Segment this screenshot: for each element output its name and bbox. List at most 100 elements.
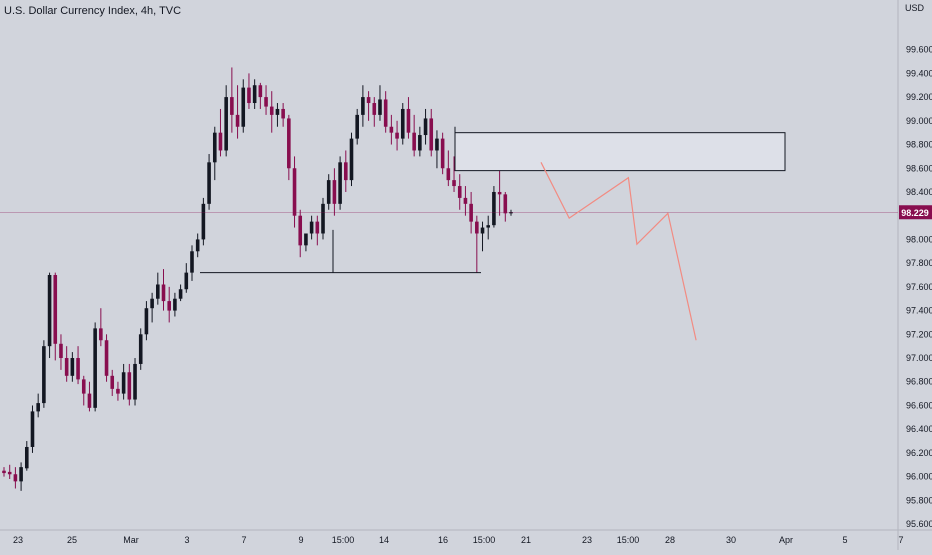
- candle-body: [133, 363, 137, 400]
- candle-body: [298, 215, 303, 246]
- candle-body: [24, 446, 29, 469]
- candle-body: [241, 87, 246, 127]
- date-tick-label: 15:00: [617, 535, 640, 545]
- candle-body: [332, 180, 337, 204]
- price-tick-label: 97.400: [906, 306, 932, 316]
- candle-body: [509, 212, 513, 214]
- candle-body: [275, 108, 280, 115]
- date-tick-label: 7: [241, 535, 246, 545]
- candle-body: [156, 284, 160, 299]
- candle-body: [355, 114, 359, 139]
- candle-body: [173, 298, 177, 311]
- candle-body: [446, 168, 451, 181]
- candle-body: [497, 191, 502, 195]
- candle-body: [178, 289, 183, 299]
- candle-body: [503, 194, 508, 214]
- price-tick-label: 97.800: [906, 258, 932, 268]
- candle-body: [469, 203, 473, 222]
- price-tick-label: 96.000: [906, 472, 932, 482]
- date-tick-label: 5: [842, 535, 847, 545]
- candle-body: [292, 168, 297, 216]
- candle-body: [150, 298, 154, 309]
- candle-body: [81, 379, 86, 394]
- date-tick-label: 15:00: [332, 535, 355, 545]
- candle-body: [121, 372, 126, 394]
- price-tick-label: 96.400: [906, 424, 932, 434]
- price-tick-label: 99.600: [906, 45, 932, 55]
- candle-body: [110, 375, 115, 389]
- candle-body: [138, 334, 143, 364]
- candle-body: [287, 118, 291, 169]
- date-tick-label: 16: [438, 535, 448, 545]
- date-tick-label: 3: [184, 535, 189, 545]
- candle-body: [36, 403, 40, 412]
- date-tick-label: 23: [13, 535, 23, 545]
- candle-body: [383, 99, 388, 127]
- candle-body: [412, 132, 416, 151]
- date-tick-label: 15:00: [473, 535, 496, 545]
- candle-body: [218, 132, 223, 151]
- resistance-zone: [454, 132, 786, 172]
- price-tick-label: 98.800: [906, 140, 932, 150]
- price-tick-label: 98.600: [906, 163, 932, 173]
- candle-body: [400, 108, 405, 139]
- date-tick-label: 28: [665, 535, 675, 545]
- date-tick-label: 23: [582, 535, 592, 545]
- price-tick-label: 96.200: [906, 448, 932, 458]
- candle-body: [366, 97, 371, 104]
- candle-body: [418, 135, 422, 151]
- candle-body: [349, 138, 354, 181]
- candle-body: [463, 197, 468, 204]
- candle-body: [429, 118, 434, 151]
- candle-body: [64, 358, 69, 376]
- candle-body: [309, 221, 314, 234]
- candle-body: [343, 162, 348, 181]
- candle-body: [338, 162, 342, 204]
- candle-body: [230, 97, 234, 115]
- candle-body: [440, 138, 445, 169]
- candle-body: [30, 411, 35, 447]
- price-tick-label: 97.000: [906, 353, 932, 363]
- date-tick-label: 7: [898, 535, 903, 545]
- candle-body: [247, 87, 251, 104]
- candle-body: [372, 103, 377, 115]
- price-tick-label: 99.400: [906, 68, 932, 78]
- candle-body: [492, 191, 496, 226]
- candle-body: [59, 343, 63, 359]
- candle-body: [53, 275, 58, 344]
- candle-body: [212, 132, 217, 163]
- candle-body: [87, 393, 92, 408]
- candle-body: [395, 132, 399, 139]
- price-tick-label: 98.000: [906, 234, 932, 244]
- candle-body: [104, 340, 109, 376]
- price-tick-label: 96.800: [906, 377, 932, 387]
- candle-body: [7, 471, 12, 475]
- candle-body: [167, 301, 172, 311]
- candle-body: [195, 239, 200, 252]
- candle-body: [161, 284, 166, 302]
- candle-body: [224, 97, 228, 151]
- candle-body: [70, 358, 75, 376]
- candle-body: [406, 108, 411, 133]
- candle-body: [190, 251, 194, 273]
- candle-body: [144, 308, 149, 335]
- date-tick-label: 25: [67, 535, 77, 545]
- candle-body: [326, 180, 331, 204]
- candle-body: [13, 474, 18, 482]
- date-tick-label: Apr: [779, 535, 793, 545]
- candle-body: [423, 118, 428, 136]
- price-tick-label: 97.600: [906, 282, 932, 292]
- candle-body: [116, 388, 120, 394]
- currency-label[interactable]: USD: [904, 3, 924, 13]
- price-tick-label: 95.800: [906, 495, 932, 505]
- candle-body: [475, 221, 479, 234]
- candle-body: [2, 470, 6, 474]
- date-tick-label: 9: [298, 535, 303, 545]
- price-tick-label: 98.400: [906, 187, 932, 197]
- price-tick-label: 97.200: [906, 329, 932, 339]
- candle-body: [127, 372, 132, 400]
- candle-body: [252, 85, 257, 104]
- candle-body: [269, 106, 274, 115]
